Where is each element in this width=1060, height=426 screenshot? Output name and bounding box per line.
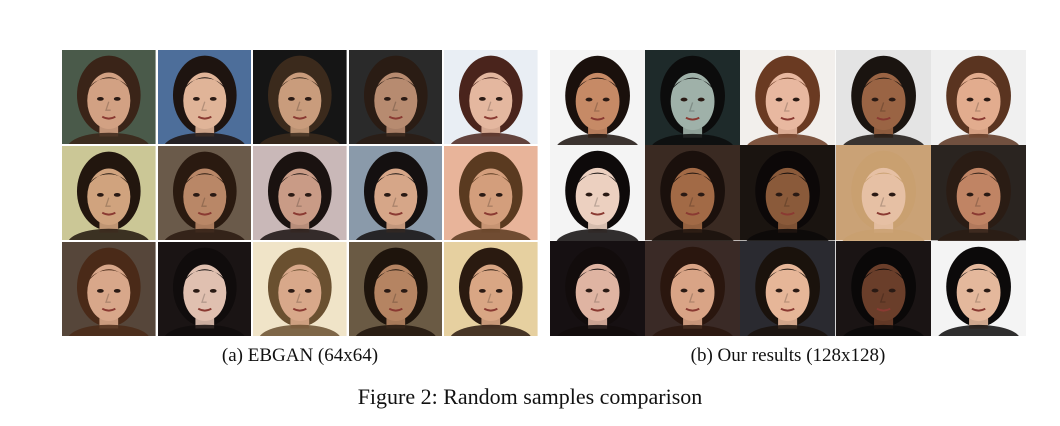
face-sample-image [348,146,443,240]
face-sample-image [930,50,1026,146]
face-sample-image [444,146,538,240]
ebgan-sample-grid [62,50,538,336]
face-sample-image [550,240,646,336]
face-sample-image [62,146,156,240]
face-sample-image [835,240,931,336]
face-sample-image [444,242,538,336]
face-sample-image [835,145,931,241]
face-sample-image [157,242,252,336]
face-sample-image [740,50,836,146]
face-sample-image [645,50,741,146]
face-sample-image [835,50,931,146]
figure-caption: Figure 2: Random samples comparison [357,384,703,409]
face-sample-image [444,50,538,144]
face-sample-image [550,145,646,241]
our-results-sample-grid [550,50,1026,336]
subfigure-caption-b: (b) Our results (128x128) [690,345,886,366]
face-sample-image [348,242,443,336]
face-sample-image [930,240,1026,336]
face-sample-image [645,240,741,336]
face-sample-image [645,145,741,241]
face-sample-image [157,146,252,240]
face-sample-image [930,145,1026,241]
face-sample-image [62,50,156,144]
face-sample-image [253,242,347,336]
face-sample-image [740,240,836,336]
face-sample-image [550,50,646,146]
subfigure-caption-a: (a) EBGAN (64x64) [221,345,379,366]
face-sample-image [253,146,347,240]
face-sample-image [157,50,252,144]
face-sample-image [348,50,443,144]
face-sample-image [740,145,836,241]
face-sample-image [62,242,156,336]
face-sample-image [253,50,347,144]
